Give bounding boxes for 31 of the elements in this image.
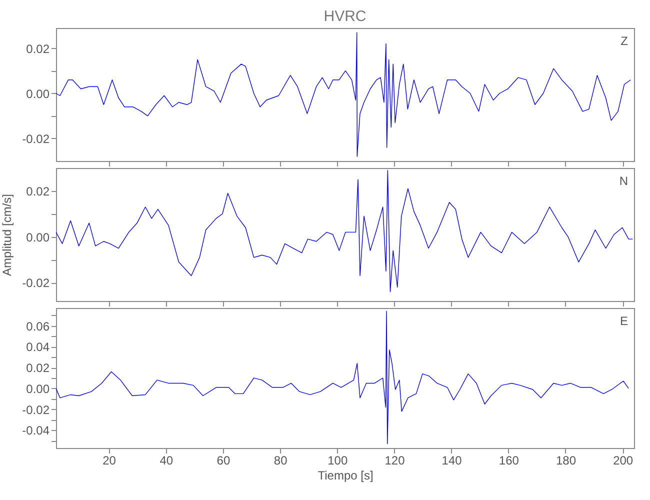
y-tick-label: 0.00 <box>26 230 50 244</box>
x-tick-label: 20 <box>102 454 116 468</box>
x-tick-label: 160 <box>498 454 520 468</box>
y-tick-label: 0.02 <box>26 42 50 56</box>
y-tick-label: 0.02 <box>26 184 50 198</box>
y-tick-label: -0.04 <box>22 424 50 438</box>
y-tick-label: 0.04 <box>26 340 50 354</box>
y-tick-label: -0.02 <box>22 276 50 290</box>
y-axis-title: Amplitud [cm/s] <box>0 194 14 276</box>
line-series <box>56 32 631 157</box>
annotation: E <box>620 314 628 328</box>
x-tick-label: 120 <box>384 454 406 468</box>
y-tick-label: 0.00 <box>26 382 50 396</box>
annotation: Z <box>620 34 628 48</box>
y-tick-label: 0.00 <box>26 86 50 101</box>
x-tick-label: 200 <box>613 454 634 468</box>
x-tick-label: 100 <box>328 454 348 468</box>
x-tick-label: 40 <box>160 454 174 468</box>
chart-title: HVRC <box>324 8 366 25</box>
y-tick-label: 0.02 <box>26 361 50 376</box>
x-axis-title: Tiempo [s] <box>318 468 374 482</box>
y-tick-label: 0.06 <box>26 319 50 334</box>
y-tick-label: -0.02 <box>22 132 50 146</box>
x-tick-label: 180 <box>556 454 576 468</box>
annotation: N <box>619 174 628 188</box>
x-tick-label: 60 <box>216 454 230 468</box>
y-tick-label: -0.02 <box>22 402 50 417</box>
x-tick-label: 140 <box>442 454 462 468</box>
line-series <box>56 170 633 292</box>
x-tick-label: 80 <box>274 454 288 468</box>
line-series <box>56 310 629 444</box>
